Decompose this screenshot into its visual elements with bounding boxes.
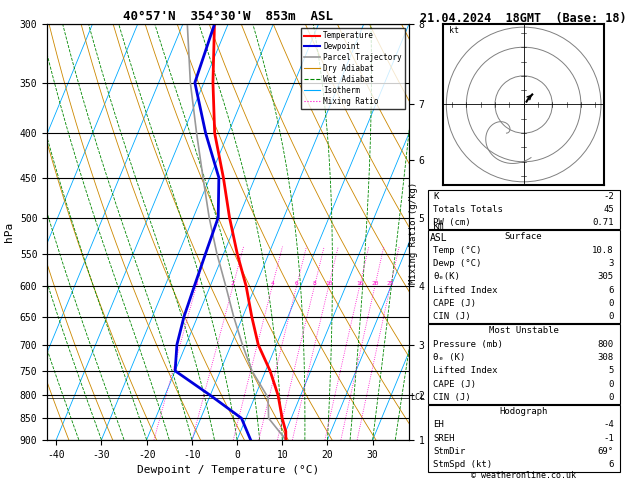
Text: 3: 3	[608, 259, 614, 268]
Text: CAPE (J): CAPE (J)	[433, 380, 477, 389]
Text: 8: 8	[313, 281, 316, 286]
Text: StmSpd (kt): StmSpd (kt)	[433, 460, 493, 469]
Text: 6: 6	[608, 460, 614, 469]
Text: CIN (J): CIN (J)	[433, 312, 471, 321]
Text: Most Unstable: Most Unstable	[489, 327, 559, 335]
X-axis label: Dewpoint / Temperature (°C): Dewpoint / Temperature (°C)	[137, 465, 319, 475]
Text: kt: kt	[449, 26, 459, 35]
Text: CAPE (J): CAPE (J)	[433, 299, 477, 308]
Text: Mixing Ratio (g/kg): Mixing Ratio (g/kg)	[409, 182, 418, 284]
Text: 21.04.2024  18GMT  (Base: 18): 21.04.2024 18GMT (Base: 18)	[420, 12, 627, 25]
Text: 6: 6	[608, 286, 614, 295]
Text: CIN (J): CIN (J)	[433, 393, 471, 402]
Text: 2: 2	[231, 281, 235, 286]
Text: 308: 308	[598, 353, 614, 362]
Legend: Temperature, Dewpoint, Parcel Trajectory, Dry Adiabat, Wet Adiabat, Isotherm, Mi: Temperature, Dewpoint, Parcel Trajectory…	[301, 28, 405, 109]
Text: Temp (°C): Temp (°C)	[433, 246, 482, 255]
Title: 40°57'N  354°30'W  853m  ASL: 40°57'N 354°30'W 853m ASL	[123, 10, 333, 23]
Text: 305: 305	[598, 272, 614, 281]
Text: Lifted Index: Lifted Index	[433, 366, 498, 375]
Text: Lifted Index: Lifted Index	[433, 286, 498, 295]
Text: -1: -1	[603, 434, 614, 443]
Text: 10: 10	[325, 281, 332, 286]
Text: 6: 6	[294, 281, 298, 286]
Text: SREH: SREH	[433, 434, 455, 443]
Text: θₑ(K): θₑ(K)	[433, 272, 460, 281]
Text: K: K	[433, 191, 439, 201]
Text: θₑ (K): θₑ (K)	[433, 353, 465, 362]
Text: 800: 800	[598, 340, 614, 349]
Text: © weatheronline.co.uk: © weatheronline.co.uk	[471, 471, 576, 480]
Text: 0: 0	[608, 312, 614, 321]
Text: LCL: LCL	[410, 393, 425, 402]
Text: 0: 0	[608, 393, 614, 402]
Text: -2: -2	[603, 191, 614, 201]
Text: Hodograph: Hodograph	[499, 407, 548, 416]
Text: 1: 1	[194, 281, 198, 286]
Text: 4: 4	[270, 281, 274, 286]
Y-axis label: km
ASL: km ASL	[430, 221, 447, 243]
Text: Totals Totals: Totals Totals	[433, 205, 503, 214]
Text: 20: 20	[371, 281, 379, 286]
Text: Surface: Surface	[505, 232, 542, 242]
Text: 45: 45	[603, 205, 614, 214]
Text: 0: 0	[608, 380, 614, 389]
Text: StmDir: StmDir	[433, 447, 465, 456]
Text: PW (cm): PW (cm)	[433, 218, 471, 227]
Text: 5: 5	[608, 366, 614, 375]
Text: -4: -4	[603, 420, 614, 430]
Text: Dewp (°C): Dewp (°C)	[433, 259, 482, 268]
Text: 0.71: 0.71	[593, 218, 614, 227]
Text: 16: 16	[356, 281, 364, 286]
Text: 69°: 69°	[598, 447, 614, 456]
Text: EH: EH	[433, 420, 444, 430]
Text: 10.8: 10.8	[593, 246, 614, 255]
Text: Pressure (mb): Pressure (mb)	[433, 340, 503, 349]
Text: 25: 25	[387, 281, 394, 286]
Y-axis label: hPa: hPa	[4, 222, 14, 242]
Text: 0: 0	[608, 299, 614, 308]
